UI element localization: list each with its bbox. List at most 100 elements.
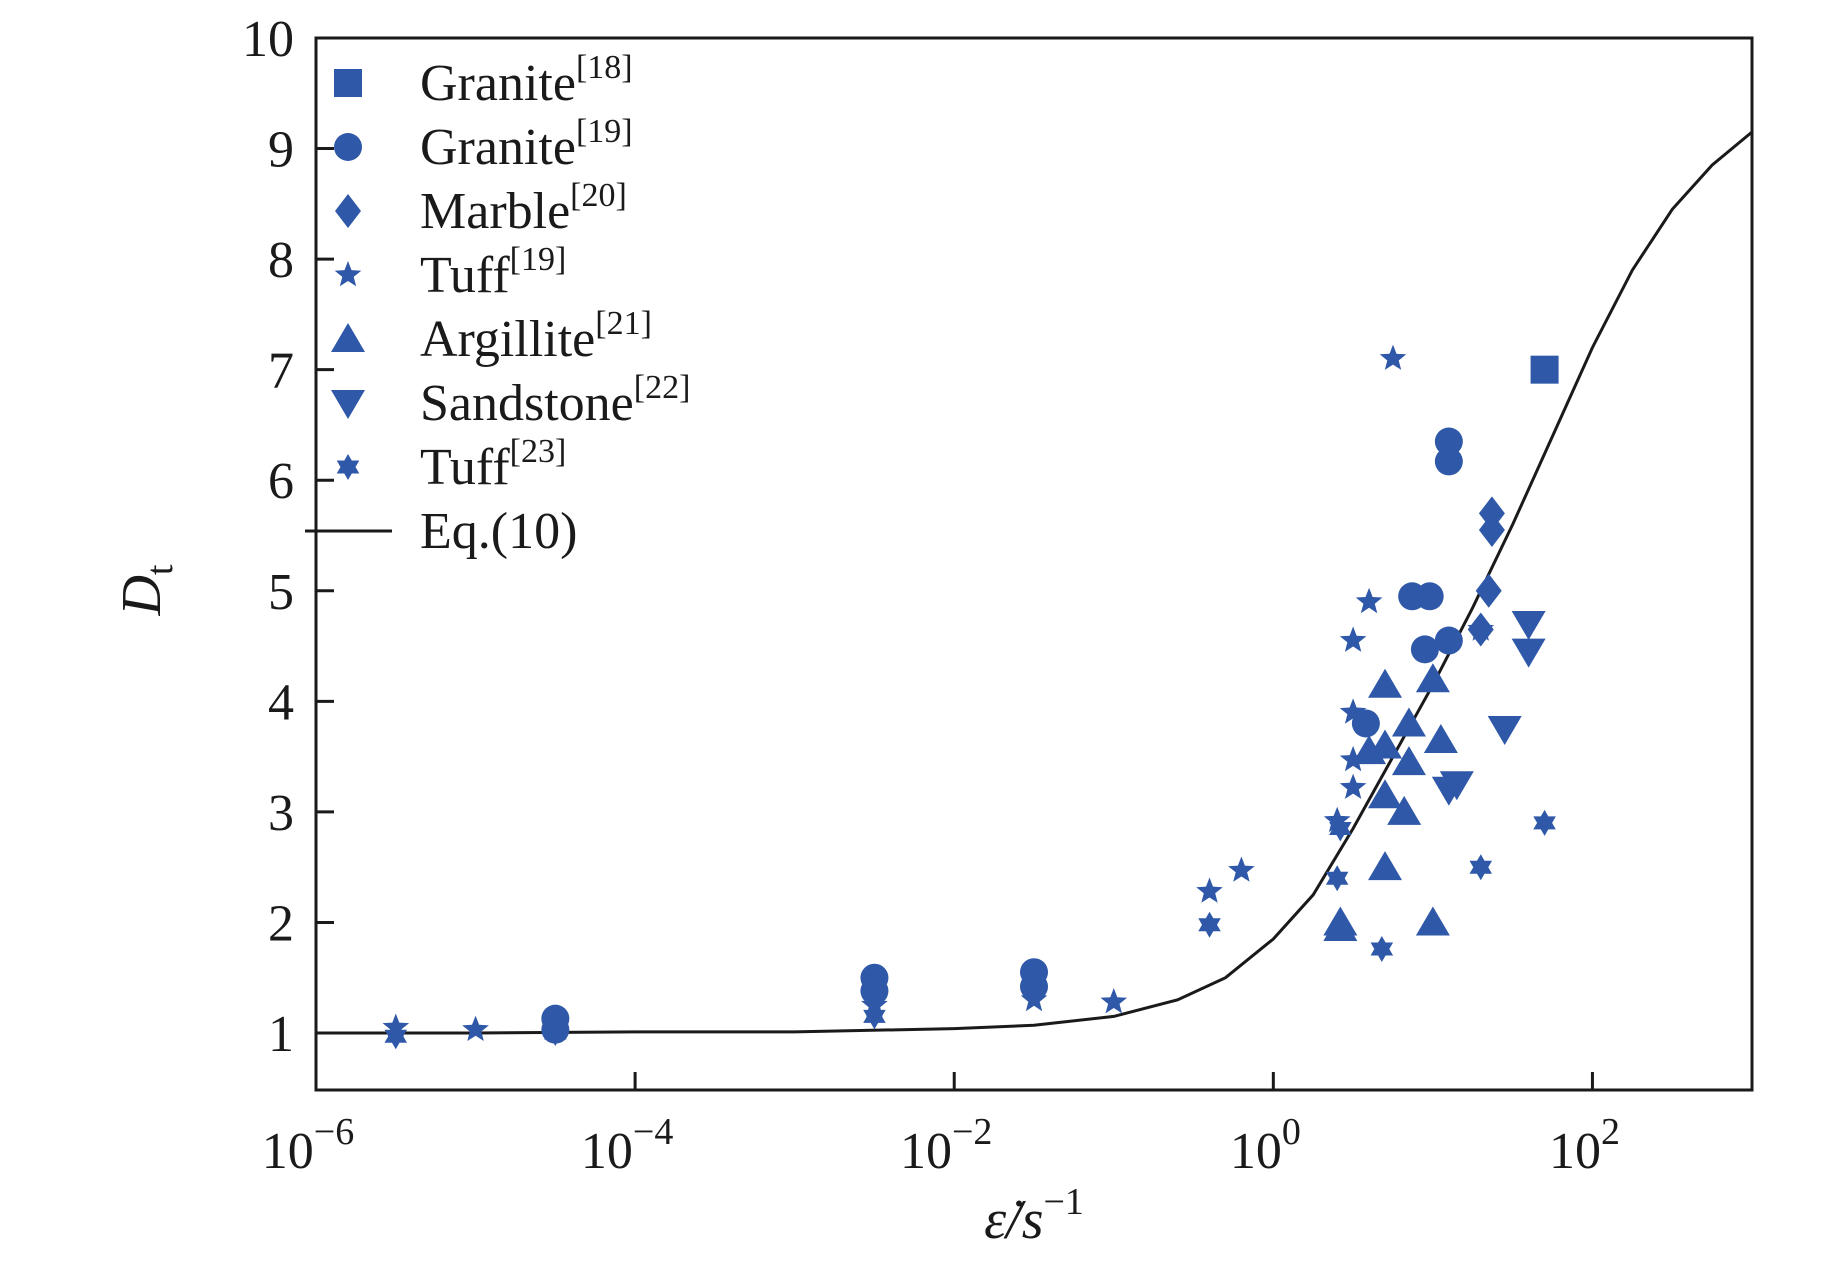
- legend-series-name: Marble: [420, 183, 570, 240]
- legend-reference: [18]: [576, 49, 633, 86]
- data-point-star6: [1198, 911, 1221, 938]
- data-point-triangle-up: [1391, 707, 1426, 737]
- legend-series-name: Tuff: [420, 439, 510, 496]
- data-point-triangle-up: [1323, 911, 1358, 941]
- data-point-star5: [1100, 988, 1128, 1014]
- legend-reference: [19]: [576, 113, 633, 150]
- x-tick-label: 100: [1230, 1111, 1301, 1180]
- x-tick-exponent: −2: [952, 1111, 992, 1153]
- x-tick-label: 102: [1549, 1111, 1620, 1180]
- y-tick-label: 5: [268, 564, 294, 621]
- y-tick-label: 6: [268, 453, 294, 510]
- data-point-star5: [1355, 587, 1383, 614]
- legend-entry: Eq.(10): [305, 503, 577, 560]
- y-tick-label: 2: [268, 895, 294, 952]
- legend-reference: [22]: [634, 369, 691, 406]
- legend-entry: Marble[20]: [335, 177, 627, 240]
- data-point-triangle-up: [1387, 795, 1422, 825]
- legend-label: Argillite[21]: [420, 305, 652, 368]
- data-point-circle: [1434, 447, 1463, 476]
- data-point-triangle-up: [1391, 746, 1426, 776]
- legend-reference: [21]: [595, 305, 652, 342]
- y-tick-label: 4: [268, 674, 294, 731]
- data-point-star6: [1325, 865, 1349, 892]
- data-point-star6: [1370, 936, 1394, 962]
- legend-series-name: Sandstone: [420, 375, 634, 432]
- y-tick-label: 8: [268, 232, 294, 289]
- legend-entry: Tuff[19]: [334, 241, 566, 304]
- x-axis-title-superscript: −1: [1043, 1181, 1083, 1223]
- curve-layer: [316, 130, 1753, 1035]
- data-point-star5: [1339, 745, 1367, 772]
- data-point-triangle-up: [1423, 724, 1458, 754]
- x-axis-title-text: ε̇/s: [984, 1189, 1043, 1251]
- x-axis-title: ε̇/s−1: [984, 1181, 1084, 1251]
- data-point-circle: [1434, 427, 1463, 456]
- data-point-circle: [1434, 626, 1463, 655]
- data-point-triangle-up: [1368, 729, 1403, 759]
- y-tick-label: 10: [242, 11, 294, 68]
- data-point-triangle-down: [1431, 776, 1466, 806]
- data-point-star6: [1469, 854, 1492, 881]
- x-axis-ticks: 10−6 10−4 10−2 100 102: [262, 1072, 1620, 1180]
- legend-marker-star5: [334, 261, 362, 287]
- x-tick-exponent: −6: [314, 1111, 354, 1153]
- legend-marker-diamond: [335, 194, 361, 228]
- legend-entry: Argillite[21]: [331, 305, 652, 368]
- legend-series-name: Tuff: [420, 247, 510, 304]
- data-point-diamond: [1475, 573, 1502, 608]
- legend-label: Eq.(10): [420, 503, 577, 560]
- data-point-star5: [462, 1015, 489, 1041]
- x-tick-base: 10: [1230, 1123, 1282, 1180]
- data-point-star5: [1339, 626, 1367, 652]
- x-tick-base: 10: [262, 1123, 314, 1180]
- legend-marker-triangle-up: [331, 323, 365, 352]
- x-tick-base: 10: [581, 1123, 633, 1180]
- legend-marker-triangle-down: [331, 390, 365, 419]
- legend-label: Tuff[23]: [420, 433, 566, 496]
- y-tick-label: 9: [268, 122, 294, 179]
- x-tick-exponent: −4: [633, 1111, 673, 1153]
- legend-series-name: Granite: [420, 119, 576, 176]
- y-axis-ticks: 1 2 3 4 5 6 7 8 9 10: [242, 11, 334, 1063]
- data-point-star5: [1323, 806, 1351, 833]
- legend: Granite[18]Granite[19]Marble[20]Tuff[19]…: [305, 49, 690, 560]
- y-tick-label: 7: [268, 343, 294, 400]
- data-point-triangle-down: [1511, 638, 1546, 668]
- data-point-triangle-up: [1415, 906, 1450, 936]
- legend-entry: Tuff[23]: [336, 433, 566, 496]
- legend-reference: [20]: [570, 177, 627, 214]
- y-axis-title: Dt: [111, 564, 181, 616]
- x-tick-exponent: 2: [1601, 1111, 1620, 1153]
- data-point-star6: [544, 1020, 567, 1046]
- data-point-circle: [1415, 582, 1444, 611]
- data-point-star5: [1339, 698, 1367, 724]
- points-layer: [382, 344, 1559, 1050]
- y-tick-label: 1: [268, 1006, 294, 1063]
- data-point-triangle-down: [1487, 715, 1522, 745]
- legend-series-name: Argillite: [420, 311, 595, 368]
- x-tick-label: 10−6: [262, 1111, 354, 1180]
- x-tick-label: 10−2: [900, 1111, 992, 1180]
- data-point-star5: [1467, 615, 1495, 641]
- data-point-triangle-down: [1511, 610, 1546, 640]
- legend-label: Sandstone[22]: [420, 369, 690, 432]
- legend-reference: [19]: [510, 241, 567, 278]
- y-axis-title-subscript: t: [139, 564, 181, 575]
- data-point-star6: [1329, 815, 1352, 842]
- data-point-star6: [863, 1003, 886, 1030]
- legend-series-name: Granite: [420, 55, 576, 112]
- x-tick-base: 10: [900, 1123, 952, 1180]
- legend-label: Tuff[19]: [420, 241, 566, 304]
- data-point-star5: [1228, 856, 1255, 882]
- x-tick-exponent: 0: [1282, 1111, 1301, 1153]
- data-point-triangle-up: [1368, 668, 1403, 698]
- legend-marker-square: [334, 69, 362, 97]
- data-point-circle: [860, 976, 889, 1005]
- data-point-circle: [1410, 635, 1439, 664]
- legend-entry: Sandstone[22]: [331, 369, 690, 432]
- data-point-square: [1530, 355, 1559, 384]
- data-point-triangle-up: [1368, 779, 1403, 809]
